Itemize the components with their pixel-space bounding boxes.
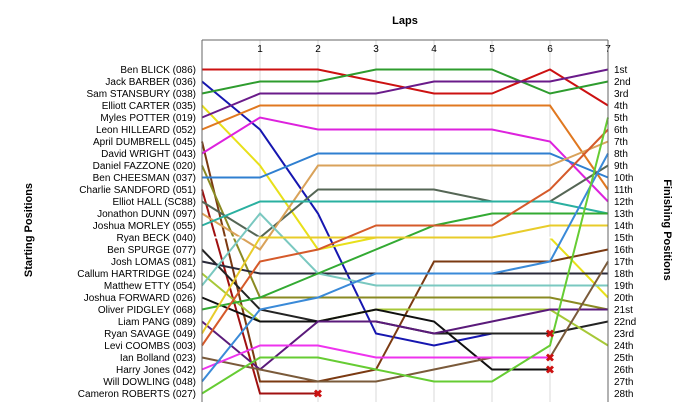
x-axis-title: Laps <box>392 15 418 27</box>
finishing-label-16th: 16th <box>614 245 633 256</box>
series-line-harry-jones-042 <box>201 344 550 371</box>
finishing-label-3rd: 3rd <box>614 89 628 100</box>
series-line-sam-stansbury-038 <box>201 68 609 95</box>
series-line-will-dowling-048 <box>201 153 609 383</box>
series-line-matthew-etty-054 <box>201 211 608 287</box>
starting-label-jonathon-dunn-097: Jonathon DUNN (097) <box>97 209 196 220</box>
finishing-label-27th: 27th <box>614 377 633 388</box>
lap-tick-3: 3 <box>373 44 379 55</box>
finishing-label-2nd: 2nd <box>614 77 631 88</box>
starting-label-david-wright-043: David WRIGHT (043) <box>101 149 196 160</box>
starting-label-april-dumbrell-045: April DUMBRELL (045) <box>93 137 196 148</box>
finishing-label-25th: 25th <box>614 353 633 364</box>
starting-label-ben-blick-086: Ben BLICK (086) <box>120 65 196 76</box>
finishing-label-20th: 20th <box>614 293 633 304</box>
retired-markers: ✖✖✖✖ <box>313 329 554 401</box>
series-lines <box>201 68 609 395</box>
finishing-label-12th: 12th <box>614 197 633 208</box>
retired-marker-charlie-sandford-051: ✖ <box>313 389 322 401</box>
starting-label-daniel-fazzone-020: Daniel FAZZONE (020) <box>93 161 196 172</box>
starting-label-myles-potter-019: Myles POTTER (019) <box>100 113 196 124</box>
series-line-ryan-savage-049 <box>201 224 608 335</box>
finishing-label-15th: 15th <box>614 233 633 244</box>
lap-tick-1: 1 <box>257 44 263 55</box>
finishing-label-23rd: 23rd <box>614 329 634 340</box>
starting-label-liam-pang-089: Liam PANG (089) <box>118 317 196 328</box>
finishing-label-11th: 11th <box>614 185 633 196</box>
starting-label-joshua-forward-026: Joshua FORWARD (026) <box>84 293 196 304</box>
lap-tick-5: 5 <box>489 44 495 55</box>
series-line-joshua-forward-026 <box>201 296 550 371</box>
starting-label-callum-hartridge-024: Callum HARTRIDGE (024) <box>77 269 196 280</box>
series-line-david-wright-043 <box>201 116 609 203</box>
finishing-label-8th: 8th <box>614 149 628 160</box>
series-line-cameron-roberts-027 <box>201 117 609 395</box>
finishing-label-18th: 18th <box>614 269 633 280</box>
series-line-levi-coombs-003 <box>201 128 609 347</box>
starting-label-matthew-etty-054: Matthew ETTY (054) <box>104 281 196 292</box>
starting-label-jack-barber-036: Jack BARBER (036) <box>105 77 196 88</box>
retired-marker-joshua-forward-026: ✖ <box>545 365 554 377</box>
starting-label-joshua-morley-055: Joshua MORLEY (055) <box>93 221 196 232</box>
finishing-label-6th: 6th <box>614 125 628 136</box>
finishing-label-24th: 24th <box>614 341 633 352</box>
finishing-label-9th: 9th <box>614 161 628 172</box>
series-line-daniel-fazzone-020 <box>201 165 609 311</box>
finishing-label-28th: 28th <box>614 389 633 400</box>
starting-label-ryan-beck-040: Ryan BECK (040) <box>117 233 196 244</box>
starting-label-elliott-carter-035: Elliott CARTER (035) <box>102 101 196 112</box>
series-line-liam-pang-089 <box>201 308 608 371</box>
series-line-joshua-morley-055 <box>201 200 609 227</box>
finishing-label-17th: 17th <box>614 257 633 268</box>
finishing-label-14th: 14th <box>614 221 633 232</box>
starting-label-elliot-hall-sc88: Elliot HALL (SC88) <box>112 197 196 208</box>
lap-tick-6: 6 <box>547 44 553 55</box>
starting-label-leon-hilleard-052: Leon HILLEARD (052) <box>96 125 196 136</box>
starting-label-harry-jones-042: Harry Jones (042) <box>116 365 196 376</box>
finishing-label-4th: 4th <box>614 101 628 112</box>
series-line-myles-potter-019 <box>201 68 609 119</box>
starting-position-labels: Ben BLICK (086)Jack BARBER (036)Sam STAN… <box>77 65 196 400</box>
finishing-label-10th: 10th <box>614 173 633 184</box>
finishing-position-labels: 1st2nd3rd4th5th6th7th8th9th10th11th12th1… <box>614 65 636 400</box>
y-axis-title-right: Finishing Positions <box>661 179 673 280</box>
starting-label-levi-coombs-003: Levi COOMBS (003) <box>104 341 196 352</box>
lap-tick-4: 4 <box>431 44 437 55</box>
starting-label-ryan-savage-049: Ryan SAVAGE (049) <box>104 329 196 340</box>
starting-label-oliver-pidgley-068: Oliver PIDGLEY (068) <box>98 305 196 316</box>
retired-marker-jack-barber-036: ✖ <box>545 329 554 341</box>
finishing-label-1st: 1st <box>614 65 628 76</box>
finishing-label-7th: 7th <box>614 137 628 148</box>
retired-marker-harry-jones-042: ✖ <box>545 353 554 365</box>
finishing-label-13th: 13th <box>614 209 633 220</box>
series-line-charlie-sandford-051 <box>201 189 318 395</box>
starting-label-charlie-sandford-051: Charlie SANDFORD (051) <box>79 185 196 196</box>
starting-label-ian-bolland-023: Ian Bolland (023) <box>120 353 196 364</box>
starting-label-ben-cheesman-037: Ben CHEESMAN (037) <box>93 173 196 184</box>
lap-tick-2: 2 <box>315 44 321 55</box>
starting-label-ben-spurge-077: Ben SPURGE (077) <box>107 245 196 256</box>
series-line-ben-cheesman-037 <box>202 152 609 179</box>
finishing-label-26th: 26th <box>614 365 633 376</box>
starting-label-sam-stansbury-038: Sam STANSBURY (038) <box>87 89 196 100</box>
finishing-label-22nd: 22nd <box>614 317 636 328</box>
series-line-leon-hilleard-052 <box>201 104 609 191</box>
starting-label-cameron-roberts-027: Cameron ROBERTS (027) <box>78 389 196 400</box>
starting-label-josh-lomas-081: Josh LOMAS (081) <box>111 257 196 268</box>
finishing-label-19th: 19th <box>614 281 633 292</box>
finishing-label-5th: 5th <box>614 113 628 124</box>
starting-label-will-dowling-048: Will DOWLING (048) <box>103 377 196 388</box>
series-line-jonathon-dunn-097 <box>201 140 609 251</box>
finishing-label-21st: 21st <box>614 305 633 316</box>
y-axis-title-left: Starting Positions <box>23 183 35 277</box>
